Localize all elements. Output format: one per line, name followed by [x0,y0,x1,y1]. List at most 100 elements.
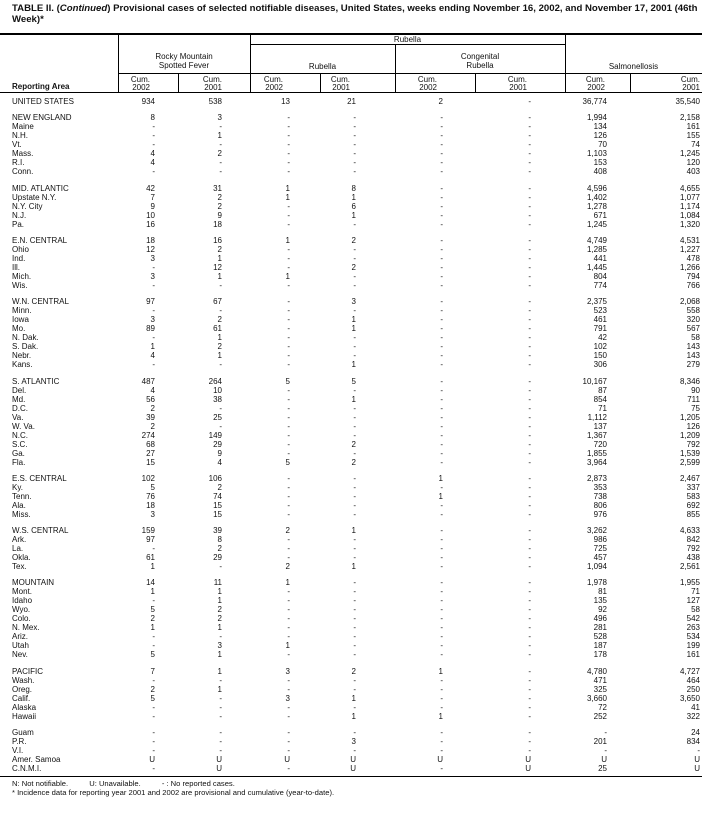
cell-congenital-2001: - [528,605,531,615]
cell-rmsf-2001: 1 [217,596,222,606]
header-reporting-area: Reporting Area [12,82,70,91]
rule-top [0,33,702,35]
table-row: N.Y. City 9 2 - 6 - - 1,278 1,174 [0,202,702,211]
row-label: Ga. [12,448,25,458]
cell-congenital-2002: - [440,333,443,343]
cell-congenital-2001: - [528,509,531,519]
row-label: Fla. [12,457,26,467]
cell-congenital-2001: - [528,351,531,361]
table-row: Kans. - - - 1 - - 306 279 [0,360,702,369]
col-divider [250,35,251,92]
cell-congenital-2002: - [440,614,443,624]
cell-salmonellosis-2001: 2,068 [679,297,700,307]
cell-rubella-2002: - [287,448,290,458]
row-label: Ark. [12,535,27,545]
cell-salmonellosis-2001: 4,633 [679,526,700,536]
cell-rubella-2002: - [287,201,290,211]
cell-congenital-2002: - [440,509,443,519]
cell-salmonellosis-2002: 408 [593,167,607,177]
cell-congenital-2002: - [440,253,443,263]
cell-congenital-2002: - [440,149,443,159]
table-row: Nebr. 4 1 - - - - 150 143 [0,351,702,360]
cell-rmsf-2001: - [219,421,222,431]
cell-salmonellosis-2001: U [694,755,700,764]
cell-rubella-2002: - [287,158,290,168]
row-label: Ind. [12,253,26,263]
cell-salmonellosis-2002: 471 [593,675,607,685]
cell-rmsf-2001: 538 [208,97,222,106]
footer-legend: N: Not notifiable. U: Unavailable. - : N… [12,779,235,788]
cell-rubella-2001: - [353,500,356,510]
cell-rubella-2002: - [287,253,290,263]
row-label: Okla. [12,553,31,563]
header-salmonellosis-2002-year: 2002 [587,83,605,92]
cell-rubella-2002: 1 [285,271,290,281]
cell-rubella-2002: - [287,421,290,431]
cell-congenital-2001: - [528,253,531,263]
cell-rubella-2001: 1 [351,526,356,536]
cell-rmsf-2001: 39 [213,526,222,536]
table-row: Wyo. 5 2 - - - - 92 58 [0,605,702,614]
title-prefix: TABLE II. ( [12,3,60,14]
cell-salmonellosis-2002: 137 [593,421,607,431]
cell-salmonellosis-2002: 457 [593,553,607,563]
cell-salmonellosis-2001: 1,174 [679,201,700,211]
cell-rmsf-2002: 102 [141,473,155,483]
cell-rmsf-2001: 1 [217,271,222,281]
cell-salmonellosis-2002: 4,749 [586,235,607,245]
cell-rubella-2001: - [353,333,356,343]
cell-congenital-2002: - [440,623,443,633]
cell-salmonellosis-2001: 842 [686,535,700,545]
cell-rubella-2001: - [353,632,356,642]
cell-rubella-2001: 1 [351,711,356,721]
row-label: Mass. [12,149,34,159]
row-label: UNITED STATES [12,97,74,106]
cell-congenital-2001: - [528,684,531,694]
cell-rubella-2002: - [287,280,290,290]
cell-salmonellosis-2001: 250 [686,684,700,694]
cell-rmsf-2001: 25 [213,412,222,422]
cell-salmonellosis-2001: 558 [686,306,700,316]
cell-rubella-2001: - [353,219,356,229]
cell-rubella-2002: - [287,553,290,563]
cell-congenital-2001: - [528,235,531,245]
rule-bottom [0,776,702,777]
cell-salmonellosis-2001: 1,227 [679,244,700,254]
cell-salmonellosis-2002: 70 [598,140,607,150]
cell-congenital-2001: - [528,324,531,334]
col-divider [630,73,631,92]
cell-congenital-2001: - [528,244,531,254]
table-row: Ind. 3 1 - - - - 441 478 [0,254,702,263]
cell-rmsf-2001: 2 [217,192,222,202]
cell-rubella-2001: - [353,614,356,624]
cell-rmsf-2001: 9 [217,448,222,458]
cell-rubella-2002: - [287,491,290,501]
cell-salmonellosis-2001: 127 [686,596,700,606]
cell-congenital-2001: - [528,711,531,721]
cell-congenital-2002: - [440,553,443,563]
cell-congenital-2002: - [440,201,443,211]
cell-congenital-2002: - [440,562,443,572]
cell-rmsf-2002: - [152,544,155,554]
cell-rmsf-2002: 4 [150,351,155,361]
cell-rmsf-2002: 2 [150,421,155,431]
cell-salmonellosis-2002: U [601,755,607,764]
cell-congenital-2002: - [440,219,443,229]
table-row: Utah - 3 1 - - - 187 199 [0,641,702,650]
cell-rmsf-2001: 3 [217,641,222,651]
row-label: Oreg. [12,684,33,694]
table-row: Ky. 5 2 - - - - 353 337 [0,483,702,492]
cell-rmsf-2001: - [219,702,222,712]
cell-rubella-2002: - [287,210,290,220]
cell-congenital-2002: - [440,192,443,202]
cell-salmonellosis-2002: 153 [593,158,607,168]
row-label: Idaho [12,596,33,606]
cell-rubella-2002: - [287,439,290,449]
cell-rmsf-2001: 67 [213,297,222,307]
row-label: Ariz. [12,632,28,642]
table-row: Minn. - - - - - - 523 558 [0,306,702,315]
row-label: Iowa [12,315,29,325]
cell-rubella-2001: 1 [351,324,356,334]
cell-salmonellosis-2002: 523 [593,306,607,316]
table-row: PACIFIC 7 1 3 2 1 - 4,780 4,727 [0,667,702,676]
